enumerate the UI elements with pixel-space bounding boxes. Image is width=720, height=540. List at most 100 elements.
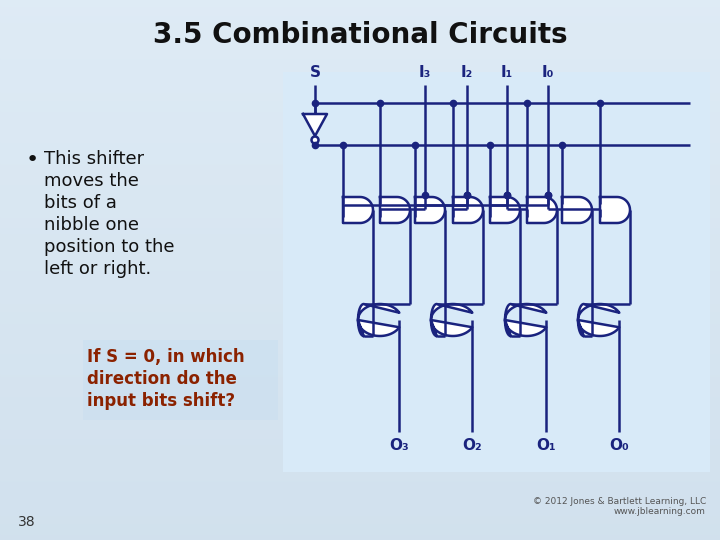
Bar <box>0 480 720 481</box>
Bar <box>0 517 720 518</box>
Text: I₂: I₂ <box>461 65 473 80</box>
Bar <box>0 355 720 356</box>
Bar <box>0 34 720 35</box>
Text: O₁: O₁ <box>536 438 556 453</box>
Bar <box>0 127 720 128</box>
Bar <box>0 176 720 177</box>
Bar <box>0 103 720 104</box>
Bar <box>0 280 720 281</box>
Bar <box>0 96 720 97</box>
Bar <box>0 180 720 181</box>
Bar <box>0 46 720 47</box>
Bar <box>0 126 720 127</box>
Bar <box>0 438 720 439</box>
Bar <box>0 237 720 238</box>
Bar <box>0 295 720 296</box>
Bar <box>0 490 720 491</box>
Bar <box>0 27 720 28</box>
Text: bits of a: bits of a <box>44 194 117 212</box>
Bar <box>0 45 720 46</box>
Bar <box>0 93 720 94</box>
Bar <box>0 405 720 406</box>
Bar <box>0 60 720 61</box>
Bar <box>0 329 720 330</box>
Bar <box>0 273 720 274</box>
Bar <box>0 426 720 427</box>
Text: I₀: I₀ <box>542 65 554 80</box>
Bar <box>0 453 720 454</box>
Bar <box>0 412 720 413</box>
Bar <box>0 395 720 396</box>
Bar <box>0 534 720 535</box>
Bar <box>0 312 720 313</box>
Text: •: • <box>26 150 40 170</box>
Bar <box>0 185 720 186</box>
Bar <box>0 328 720 329</box>
Bar <box>0 270 720 271</box>
Bar <box>0 293 720 294</box>
Bar <box>0 451 720 452</box>
Bar <box>0 198 720 199</box>
Bar <box>0 288 720 289</box>
Bar <box>0 338 720 339</box>
Bar <box>0 384 720 385</box>
Text: 3.5 Combinational Circuits: 3.5 Combinational Circuits <box>153 21 567 49</box>
Bar <box>0 112 720 113</box>
Bar <box>0 460 720 461</box>
Bar <box>0 43 720 44</box>
Bar <box>0 321 720 322</box>
Bar <box>0 408 720 409</box>
Bar <box>0 411 720 412</box>
Bar <box>0 481 720 482</box>
Bar <box>0 139 720 140</box>
Bar <box>0 431 720 432</box>
Polygon shape <box>490 197 520 223</box>
Bar <box>0 449 720 450</box>
Bar <box>0 354 720 355</box>
Bar <box>0 277 720 278</box>
Bar <box>0 419 720 420</box>
Text: I₁: I₁ <box>501 65 513 80</box>
Bar <box>0 416 720 417</box>
Bar <box>0 150 720 151</box>
Bar <box>0 399 720 400</box>
Text: O₀: O₀ <box>609 438 629 453</box>
Bar <box>0 373 720 374</box>
Bar <box>0 49 720 50</box>
Bar <box>0 159 720 160</box>
Bar <box>0 378 720 379</box>
Bar <box>0 372 720 373</box>
Bar <box>0 322 720 323</box>
Bar <box>0 189 720 190</box>
Bar <box>0 172 720 173</box>
Bar <box>0 170 720 171</box>
Bar <box>0 298 720 299</box>
Bar <box>0 424 720 425</box>
Bar <box>0 446 720 447</box>
Bar <box>0 99 720 100</box>
Bar <box>0 58 720 59</box>
Bar <box>0 144 720 145</box>
Text: direction do the: direction do the <box>87 370 237 388</box>
Bar <box>0 290 720 291</box>
Bar <box>0 135 720 136</box>
Bar <box>0 114 720 115</box>
Bar <box>0 285 720 286</box>
Bar <box>0 140 720 141</box>
Bar <box>0 51 720 52</box>
Bar <box>0 504 720 505</box>
Bar <box>0 149 720 150</box>
Bar <box>0 494 720 495</box>
Bar <box>0 489 720 490</box>
Bar <box>0 247 720 248</box>
Bar <box>0 242 720 243</box>
Bar <box>0 430 720 431</box>
Bar <box>0 167 720 168</box>
Bar <box>0 104 720 105</box>
Bar <box>0 334 720 335</box>
Bar <box>0 15 720 16</box>
Bar <box>0 97 720 98</box>
Bar <box>0 250 720 251</box>
Bar <box>0 222 720 223</box>
Bar <box>0 71 720 72</box>
